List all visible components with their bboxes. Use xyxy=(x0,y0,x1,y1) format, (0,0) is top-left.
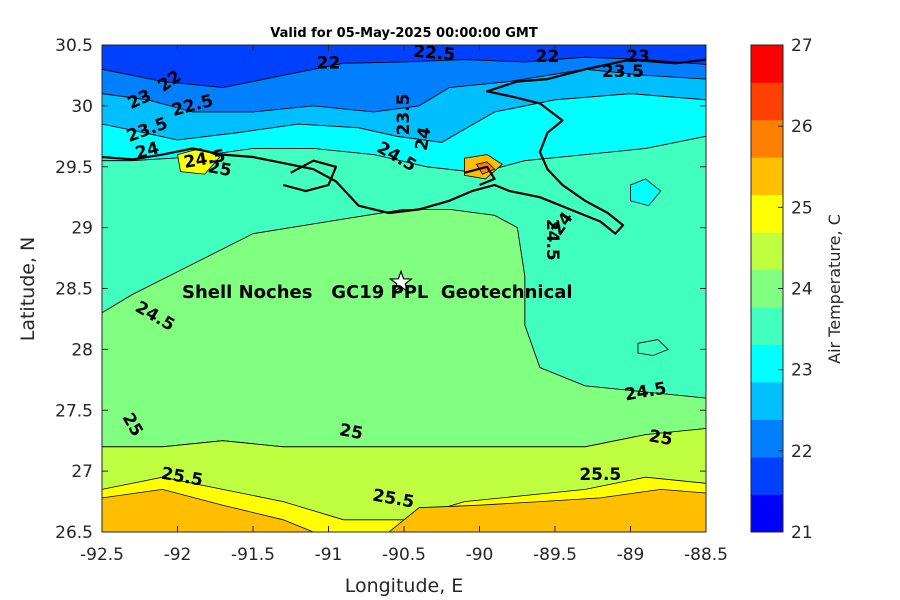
coastline-segment xyxy=(464,165,496,187)
x-tick-label: -88.5 xyxy=(684,545,728,565)
y-axis-label: Latitude, N xyxy=(17,237,39,342)
contour-label: 24 xyxy=(412,125,436,152)
x-tick-label: -90.5 xyxy=(382,545,426,565)
colorbar-tick-label: 23 xyxy=(791,361,813,381)
contour-label: 22 xyxy=(317,53,341,73)
chart-title: Valid for 05-May-2025 00:00:00 GMT xyxy=(270,26,538,41)
y-tick-label: 26.5 xyxy=(55,523,93,543)
site-layer: Shell Noches GC19 PPL Geotechnical xyxy=(182,269,573,303)
x-tick-label: -91 xyxy=(315,545,343,565)
y-tick-label: 29.5 xyxy=(55,158,93,178)
contour-label: 25 xyxy=(206,157,233,181)
colorbar-label: Air Temperature, C xyxy=(825,214,844,364)
colorbar-segment xyxy=(751,344,783,383)
temperature-band-26 xyxy=(102,488,314,532)
colorbar-segment xyxy=(751,382,783,420)
y-tick-label: 30 xyxy=(71,97,93,117)
contour-label: 22.5 xyxy=(412,42,456,66)
colorbar-segment xyxy=(751,119,783,158)
y-axis-ticks: 26.5 27 27.5 28 28.5 29 29.5 30 30.5 xyxy=(55,36,706,543)
colorbar-segment xyxy=(751,457,783,495)
x-tick-label: -92 xyxy=(164,545,192,565)
coastline xyxy=(102,58,706,235)
x-axis-label: Longitude, E xyxy=(345,575,464,597)
contour-label: 23.5 xyxy=(394,93,414,135)
colorbar-segment xyxy=(751,82,783,121)
colorbar-segment xyxy=(751,157,783,196)
contour-label: 25 xyxy=(338,420,365,444)
colorbar-segment xyxy=(751,269,783,308)
colorbar-segment xyxy=(751,194,783,233)
x-tick-label: -89.5 xyxy=(533,545,577,565)
colorbar-tick-label: 22 xyxy=(791,442,813,462)
contour-label: 22 xyxy=(536,47,560,67)
coastline-segment xyxy=(282,159,338,193)
y-tick-label: 27 xyxy=(71,462,93,482)
colorbar-segment xyxy=(751,419,783,458)
colorbar-segment xyxy=(751,307,783,345)
x-axis-ticks: -92.5 -92 -91.5 -91 -90.5 -90 -89.5 -89 -88.5 xyxy=(80,45,728,565)
x-tick-label: -92.5 xyxy=(80,545,124,565)
y-tick-label: 28 xyxy=(71,340,93,360)
site-star-marker xyxy=(388,269,414,293)
contour-label: 25 xyxy=(647,426,674,450)
y-tick-label: 30.5 xyxy=(55,36,93,56)
contour-label: 23 xyxy=(626,47,650,67)
contour-label: 25.5 xyxy=(579,465,621,485)
y-tick-label: 29 xyxy=(71,219,93,239)
colorbar-tick-label: 27 xyxy=(791,36,813,56)
x-tick-label: -89 xyxy=(617,545,645,565)
temperature-band-23-5 xyxy=(630,178,662,207)
contour-label: 23.5 xyxy=(602,62,644,82)
temperature-band-24 xyxy=(637,339,670,356)
coastline-segment xyxy=(102,58,706,235)
colorbar: 21 22 23 24 25 26 27 xyxy=(750,36,813,543)
colorbar-segment xyxy=(751,232,783,271)
colorbar-segment xyxy=(751,494,783,533)
colorbar-tick-label: 24 xyxy=(791,280,813,300)
colorbar-tick-label: 26 xyxy=(791,117,813,137)
x-tick-label: -90 xyxy=(466,545,494,565)
site-annotation: Shell Noches GC19 PPL Geotechnical xyxy=(182,282,573,303)
y-tick-label: 28.5 xyxy=(55,280,93,300)
colorbar-tick-label: 21 xyxy=(791,523,813,543)
x-tick-label: -91.5 xyxy=(231,545,275,565)
temperature-band-26 xyxy=(388,488,706,532)
y-tick-label: 27.5 xyxy=(55,401,93,421)
contour-label: 24.5 xyxy=(542,219,562,261)
colorbar-tick-label: 25 xyxy=(791,198,813,218)
colorbar-segment xyxy=(751,45,783,83)
